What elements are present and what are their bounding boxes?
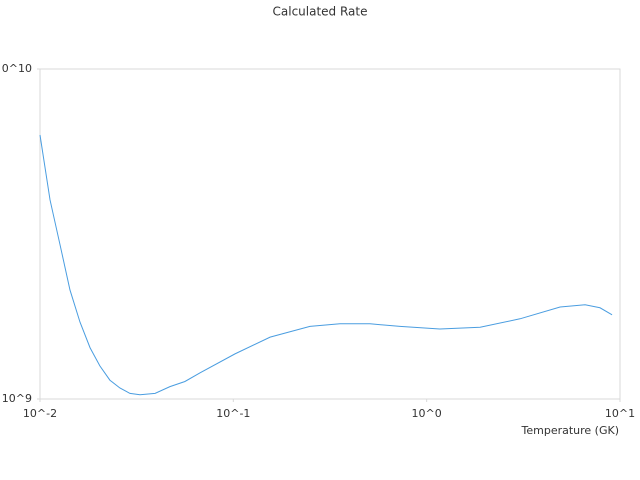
x-tick-label: 10^-2 — [23, 407, 57, 420]
y-tick-label: 10^9 — [2, 392, 32, 405]
x-axis-label: Temperature (GK) — [521, 424, 620, 437]
x-tick-label: 10^1 — [605, 407, 635, 420]
plot-frame — [39, 68, 621, 400]
y-tick-label: 0^10 — [2, 62, 32, 75]
x-tick-label: 10^0 — [412, 407, 442, 420]
data-line — [39, 134, 613, 396]
chart-title: Calculated Rate — [273, 5, 368, 19]
x-tick-label: 10^-1 — [216, 407, 250, 420]
